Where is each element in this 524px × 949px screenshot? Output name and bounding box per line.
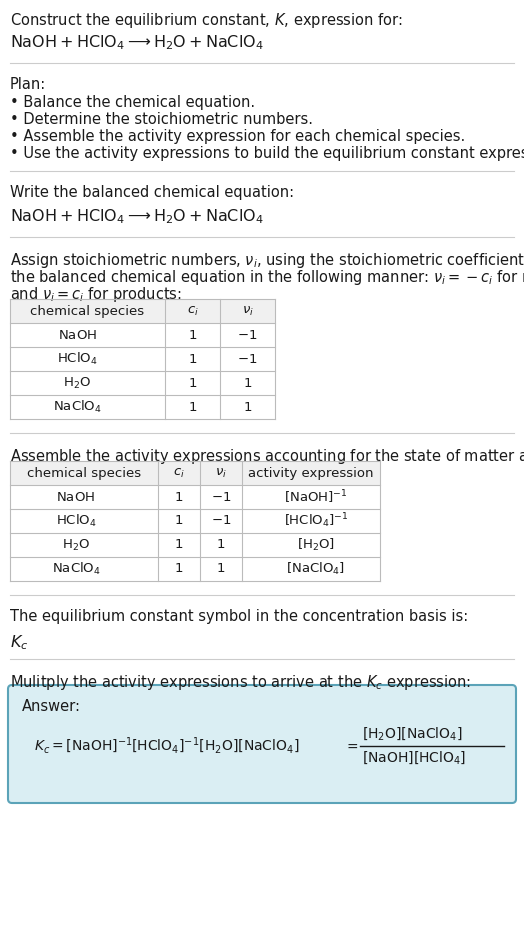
Text: chemical species: chemical species [30,305,145,318]
Text: $-1$: $-1$ [211,491,231,504]
Text: $\mathregular{H_2O}$: $\mathregular{H_2O}$ [63,376,92,391]
Text: $\mathregular{[H_2O]}$: $\mathregular{[H_2O]}$ [297,537,335,553]
Text: $K_c$: $K_c$ [10,633,28,652]
Text: $-1$: $-1$ [237,352,258,365]
Text: $\mathregular{HClO_4}$: $\mathregular{HClO_4}$ [57,351,98,367]
Text: Construct the equilibrium constant, $K$, expression for:: Construct the equilibrium constant, $K$,… [10,11,402,30]
Text: • Assemble the activity expression for each chemical species.: • Assemble the activity expression for e… [10,129,465,144]
Text: • Determine the stoichiometric numbers.: • Determine the stoichiometric numbers. [10,112,313,127]
Text: The equilibrium constant symbol in the concentration basis is:: The equilibrium constant symbol in the c… [10,609,468,624]
Text: 1: 1 [174,491,183,504]
Text: $\mathregular{NaOH + HClO_4 \longrightarrow H_2O + NaClO_4}$: $\mathregular{NaOH + HClO_4 \longrightar… [10,33,264,51]
Text: Answer:: Answer: [22,699,81,714]
Text: $1$: $1$ [216,538,226,551]
Text: $1$: $1$ [243,377,252,389]
Text: 1: 1 [174,538,183,551]
Text: $\mathregular{NaOH}$: $\mathregular{NaOH}$ [58,328,97,342]
Text: $K_c = \mathregular{[NaOH]^{-1}[HClO_4]^{-1}[H_2O][NaClO_4]}$: $K_c = \mathregular{[NaOH]^{-1}[HClO_4]^… [34,735,299,756]
Text: $1$: $1$ [243,400,252,414]
Text: • Use the activity expressions to build the equilibrium constant expression.: • Use the activity expressions to build … [10,146,524,161]
Text: 1: 1 [174,563,183,575]
Text: • Balance the chemical equation.: • Balance the chemical equation. [10,95,255,110]
Bar [10,461,380,485]
Bar [10,299,275,323]
Text: $\mathregular{NaOH}$: $\mathregular{NaOH}$ [57,491,95,504]
FancyBboxPatch shape [8,685,516,803]
Text: $\mathregular{NaOH + HClO_4 \longrightarrow H_2O + NaClO_4}$: $\mathregular{NaOH + HClO_4 \longrightar… [10,207,264,226]
Text: $=$: $=$ [344,739,359,753]
Text: $\mathregular{H_2O}$: $\mathregular{H_2O}$ [62,537,90,552]
Text: $\mathregular{NaClO_4}$: $\mathregular{NaClO_4}$ [51,561,101,577]
Text: $-1$: $-1$ [237,328,258,342]
Text: the balanced chemical equation in the following manner: $\nu_i = -c_i$ for react: the balanced chemical equation in the fo… [10,268,524,287]
Text: 1: 1 [188,352,196,365]
Text: $\mathregular{[HClO_4]^{-1}}$: $\mathregular{[HClO_4]^{-1}}$ [283,512,348,530]
Text: $c_i$: $c_i$ [173,467,185,479]
Text: 1: 1 [174,514,183,528]
Text: $\mathregular{NaClO_4}$: $\mathregular{NaClO_4}$ [53,399,102,415]
Text: $\mathregular{[NaClO_4]}$: $\mathregular{[NaClO_4]}$ [287,561,345,577]
Text: 1: 1 [188,328,196,342]
Text: $\mathregular{[NaOH]^{-1}}$: $\mathregular{[NaOH]^{-1}}$ [284,488,348,506]
Text: $\nu_i$: $\nu_i$ [215,467,227,479]
Text: $-1$: $-1$ [211,514,231,528]
Text: Plan:: Plan: [10,77,46,92]
Text: $\nu_i$: $\nu_i$ [242,305,254,318]
Text: Mulitply the activity expressions to arrive at the $K_c$ expression:: Mulitply the activity expressions to arr… [10,673,471,692]
Text: 1: 1 [188,400,196,414]
Text: 1: 1 [188,377,196,389]
Text: $1$: $1$ [216,563,226,575]
Text: Assemble the activity expressions accounting for the state of matter and $\nu_i$: Assemble the activity expressions accoun… [10,447,524,466]
Text: chemical species: chemical species [27,467,141,479]
Text: $\mathregular{[H_2O][NaClO_4]}$: $\mathregular{[H_2O][NaClO_4]}$ [362,726,463,742]
Text: Assign stoichiometric numbers, $\nu_i$, using the stoichiometric coefficients, $: Assign stoichiometric numbers, $\nu_i$, … [10,251,524,270]
Text: and $\nu_i = c_i$ for products:: and $\nu_i = c_i$ for products: [10,285,182,304]
Text: activity expression: activity expression [248,467,374,479]
Text: $c_i$: $c_i$ [187,305,199,318]
Text: Write the balanced chemical equation:: Write the balanced chemical equation: [10,185,294,200]
Text: $\mathregular{[NaOH][HClO_4]}$: $\mathregular{[NaOH][HClO_4]}$ [362,750,466,767]
Text: $\mathregular{HClO_4}$: $\mathregular{HClO_4}$ [56,513,96,529]
